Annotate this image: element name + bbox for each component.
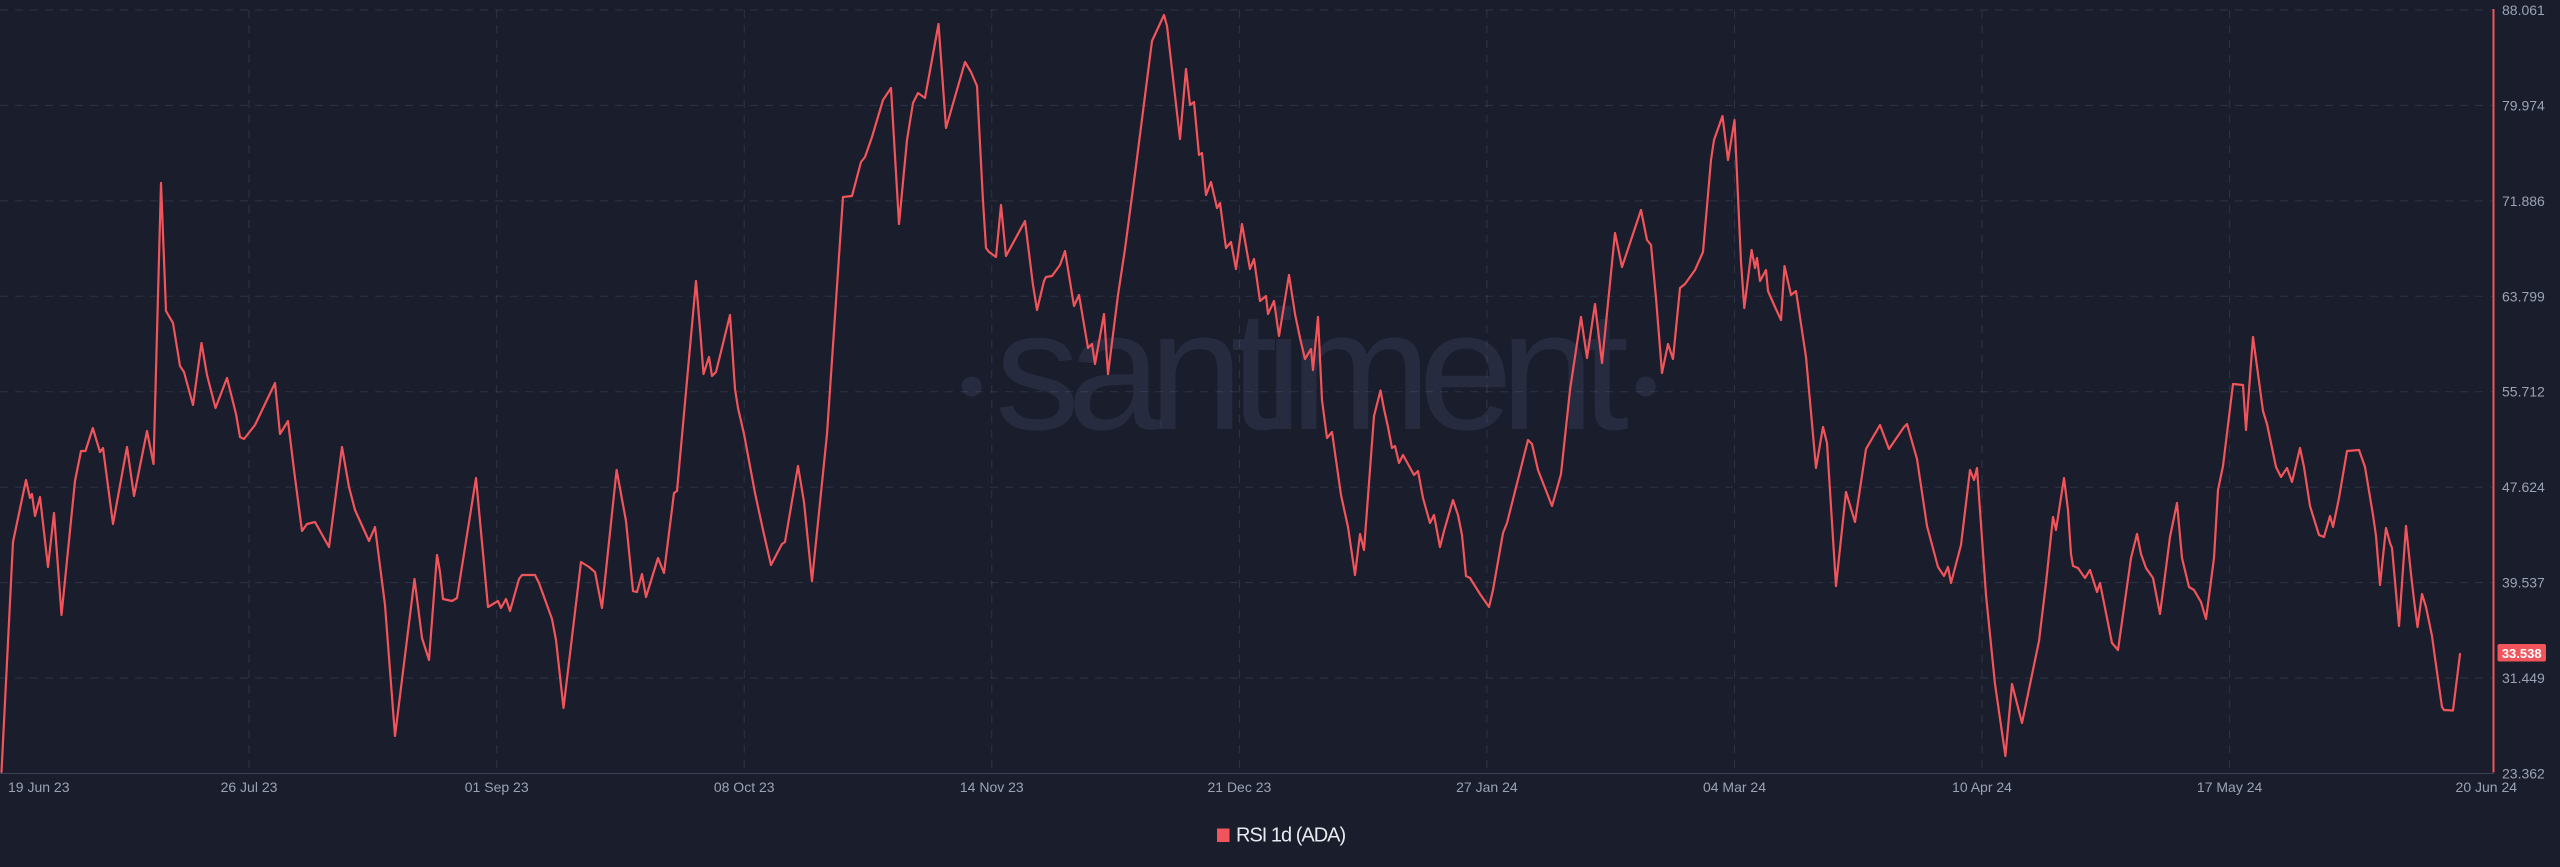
svg-text:71.886: 71.886 [2502, 193, 2545, 209]
svg-text:63.799: 63.799 [2502, 288, 2545, 304]
svg-text:31.449: 31.449 [2502, 670, 2545, 686]
svg-text:23.362: 23.362 [2502, 765, 2545, 781]
svg-text:19 Jun 23: 19 Jun 23 [8, 779, 70, 795]
svg-text:08 Oct 23: 08 Oct 23 [714, 779, 775, 795]
svg-text:20 Jun 24: 20 Jun 24 [2456, 779, 2518, 795]
svg-text:27 Jan 24: 27 Jan 24 [1456, 779, 1518, 795]
svg-text:88.061: 88.061 [2502, 2, 2545, 18]
svg-text:RSI 1d (ADA): RSI 1d (ADA) [1236, 825, 1345, 847]
svg-text:39.537: 39.537 [2502, 575, 2545, 591]
svg-text:04 Mar 24: 04 Mar 24 [1703, 779, 1766, 795]
svg-text:47.624: 47.624 [2502, 479, 2545, 495]
svg-text:26 Jul 23: 26 Jul 23 [221, 779, 278, 795]
svg-text:17 May 24: 17 May 24 [2197, 779, 2263, 795]
svg-text:01 Sep 23: 01 Sep 23 [465, 779, 529, 795]
svg-text:33.538: 33.538 [2502, 646, 2542, 661]
svg-text:santiment: santiment [995, 276, 1629, 466]
svg-text:14 Nov 23: 14 Nov 23 [960, 779, 1024, 795]
svg-text:55.712: 55.712 [2502, 384, 2545, 400]
svg-text:10 Apr 24: 10 Apr 24 [1952, 779, 2012, 795]
svg-text:79.974: 79.974 [2502, 97, 2545, 113]
svg-text:21 Dec 23: 21 Dec 23 [1207, 779, 1271, 795]
